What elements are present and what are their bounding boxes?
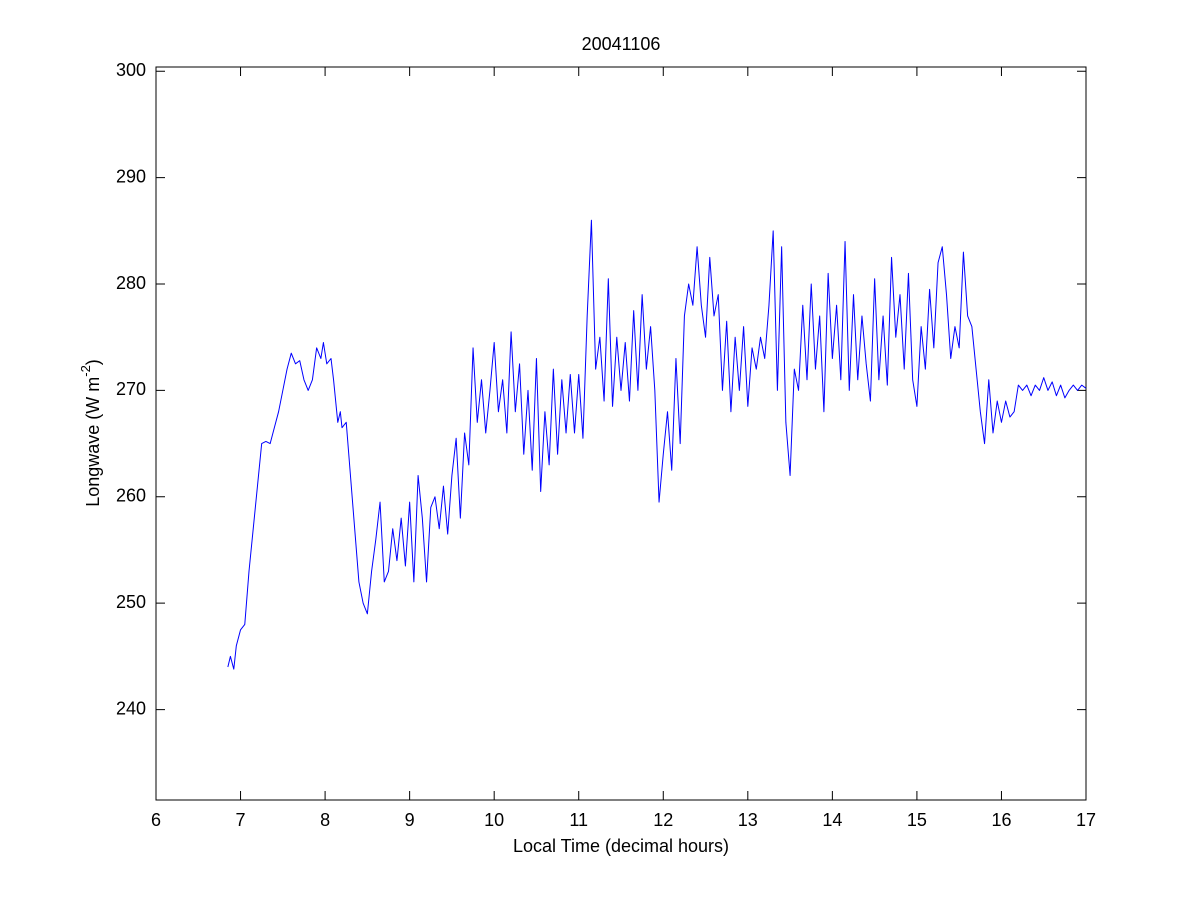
y-axis-label-end: ) bbox=[83, 359, 103, 365]
y-tick-label: 240 bbox=[116, 698, 146, 718]
x-tick-label: 17 bbox=[1076, 810, 1096, 830]
x-tick-label: 13 bbox=[738, 810, 758, 830]
y-tick-label: 270 bbox=[116, 379, 146, 399]
y-tick-label: 250 bbox=[116, 592, 146, 612]
x-tick-label: 10 bbox=[484, 810, 504, 830]
x-tick-label: 12 bbox=[653, 810, 673, 830]
y-tick-label: 260 bbox=[116, 486, 146, 506]
x-tick-label: 11 bbox=[569, 810, 588, 830]
plot-frame bbox=[155, 66, 1087, 801]
x-tick-label: 7 bbox=[236, 810, 246, 830]
x-tick-label: 15 bbox=[907, 810, 927, 830]
y-axis-label-main: Longwave (W m bbox=[83, 377, 103, 507]
x-tick-label: 8 bbox=[320, 810, 330, 830]
x-tick-label: 6 bbox=[151, 810, 161, 830]
x-tick-label: 16 bbox=[991, 810, 1011, 830]
y-tick-label: 280 bbox=[116, 273, 146, 293]
chart-title: 20041106 bbox=[582, 34, 661, 54]
y-tick-label: 300 bbox=[116, 60, 146, 80]
y-axis-label: Longwave (W m-2) bbox=[78, 359, 102, 507]
x-tick-label: 9 bbox=[405, 810, 415, 830]
y-axis-label-sup: -2 bbox=[78, 365, 93, 377]
data-line bbox=[227, 219, 1087, 670]
x-axis-label: Local Time (decimal hours) bbox=[513, 836, 729, 856]
x-tick-label: 14 bbox=[822, 810, 842, 830]
y-tick-label: 290 bbox=[116, 166, 146, 186]
